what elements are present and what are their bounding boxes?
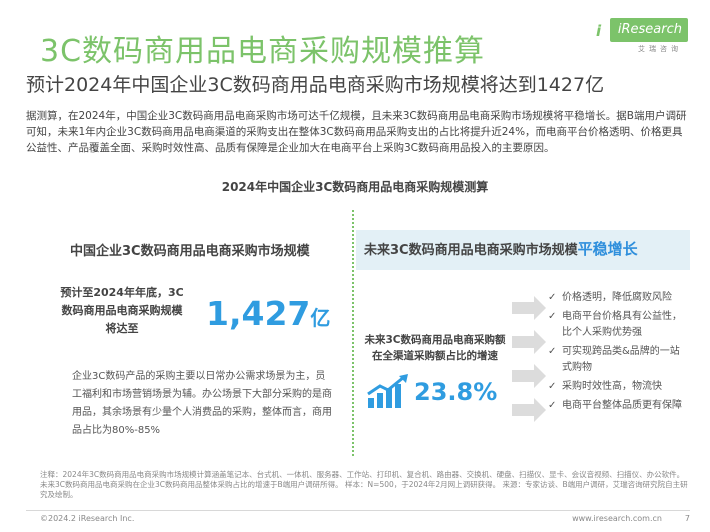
logo-text: iResearch [617,22,682,37]
reason-item: ✓ 价格透明，降低腐败风险 [548,290,688,306]
check-icon: ✓ [548,346,557,357]
share-growth-label: 未来3C数码商用品电商采购额在全渠道采购额占比的增速 [364,334,506,362]
arrow-icon [512,296,546,320]
right-heading-highlight: 平稳增长 [577,240,638,258]
reason-item: ✓ 电商平台整体品质更有保障 [548,398,688,414]
market-size-value: 1,427亿 [206,294,330,333]
check-icon: ✓ [548,292,557,303]
logo-box [610,18,688,42]
reasons-list: ✓ 价格透明，降低腐败风险 ✓ 电商平台价格具有公益性，比个人采购优势强 ✓ 可实现跨… [548,290,688,417]
footnote: 注释：2024年3C数码商用品电商采购市场规模计算涵盖笔记本、台式机、一体机、服… [40,470,688,499]
left-heading: 中国企业3C数码商用品电商采购市场规模 [70,244,310,259]
intro-paragraph: 据测算，在2024年，中国企业3C数码商用品电商采购市场可达千亿规模，且未来3C… [26,110,687,154]
reason-text: 电商平台价格具有公益性，比个人采购优势强 [562,311,682,338]
logo-i-mark: i [596,22,602,40]
right-heading-text: 未来3C数码商用品电商采购市场规模 [364,243,578,258]
logo-subtext: 艾瑞咨询 [638,45,682,53]
market-size-number: 1,427 [206,294,311,333]
arrow-icon [512,364,546,388]
reason-arrows [512,296,546,422]
footer-copyright: ©2024.2 iResearch Inc. [40,514,135,523]
left-paragraph: 企业3C数码产品的采购主要以日常办公需求场景为主，员工福利和市场营销场景为辅。办… [72,371,332,436]
reason-text: 采购时效性高，物流快 [562,381,662,392]
reason-item: ✓ 电商平台价格具有公益性，比个人采购优势强 [548,309,688,341]
reason-text: 价格透明，降低腐败风险 [562,292,672,303]
check-icon: ✓ [548,311,557,322]
footer-url[interactable]: www.iresearch.com.cn [572,514,662,523]
reason-text: 可实现跨品类&品牌的一站式购物 [562,346,680,373]
growth-chart-icon [367,374,408,408]
page-subtitle: 预计2024年中国企业3C数码商用品电商采购市场规模将达到1427亿 [26,74,605,96]
dotted-divider [352,210,354,456]
right-heading: 未来3C数码商用品电商采购市场规模平稳增长 [364,238,638,259]
check-icon: ✓ [548,381,557,392]
reason-item: ✓ 可实现跨品类&品牌的一站式购物 [548,344,688,376]
arrow-icon [512,330,546,354]
iresearch-logo: i iResearch 艾瑞咨询 [596,18,688,53]
arrow-icon [512,398,546,422]
reason-text: 电商平台整体品质更有保障 [562,400,682,411]
footer-divider [26,510,690,511]
reason-item: ✓ 采购时效性高，物流快 [548,379,688,395]
forecast-label: 预计至2024年年底，3C数码商用品电商采购规模将达至 [60,286,184,335]
page-title: 3C数码商用品电商采购规模推算 [40,34,486,69]
page-number: 7 [684,514,690,523]
market-size-unit: 亿 [310,306,331,330]
section-title: 2024年中国企业3C数码商用品电商采购规模测算 [221,180,489,194]
right-heading-band [356,230,690,270]
check-icon: ✓ [548,400,557,411]
share-growth-value: 23.8% [414,378,498,406]
